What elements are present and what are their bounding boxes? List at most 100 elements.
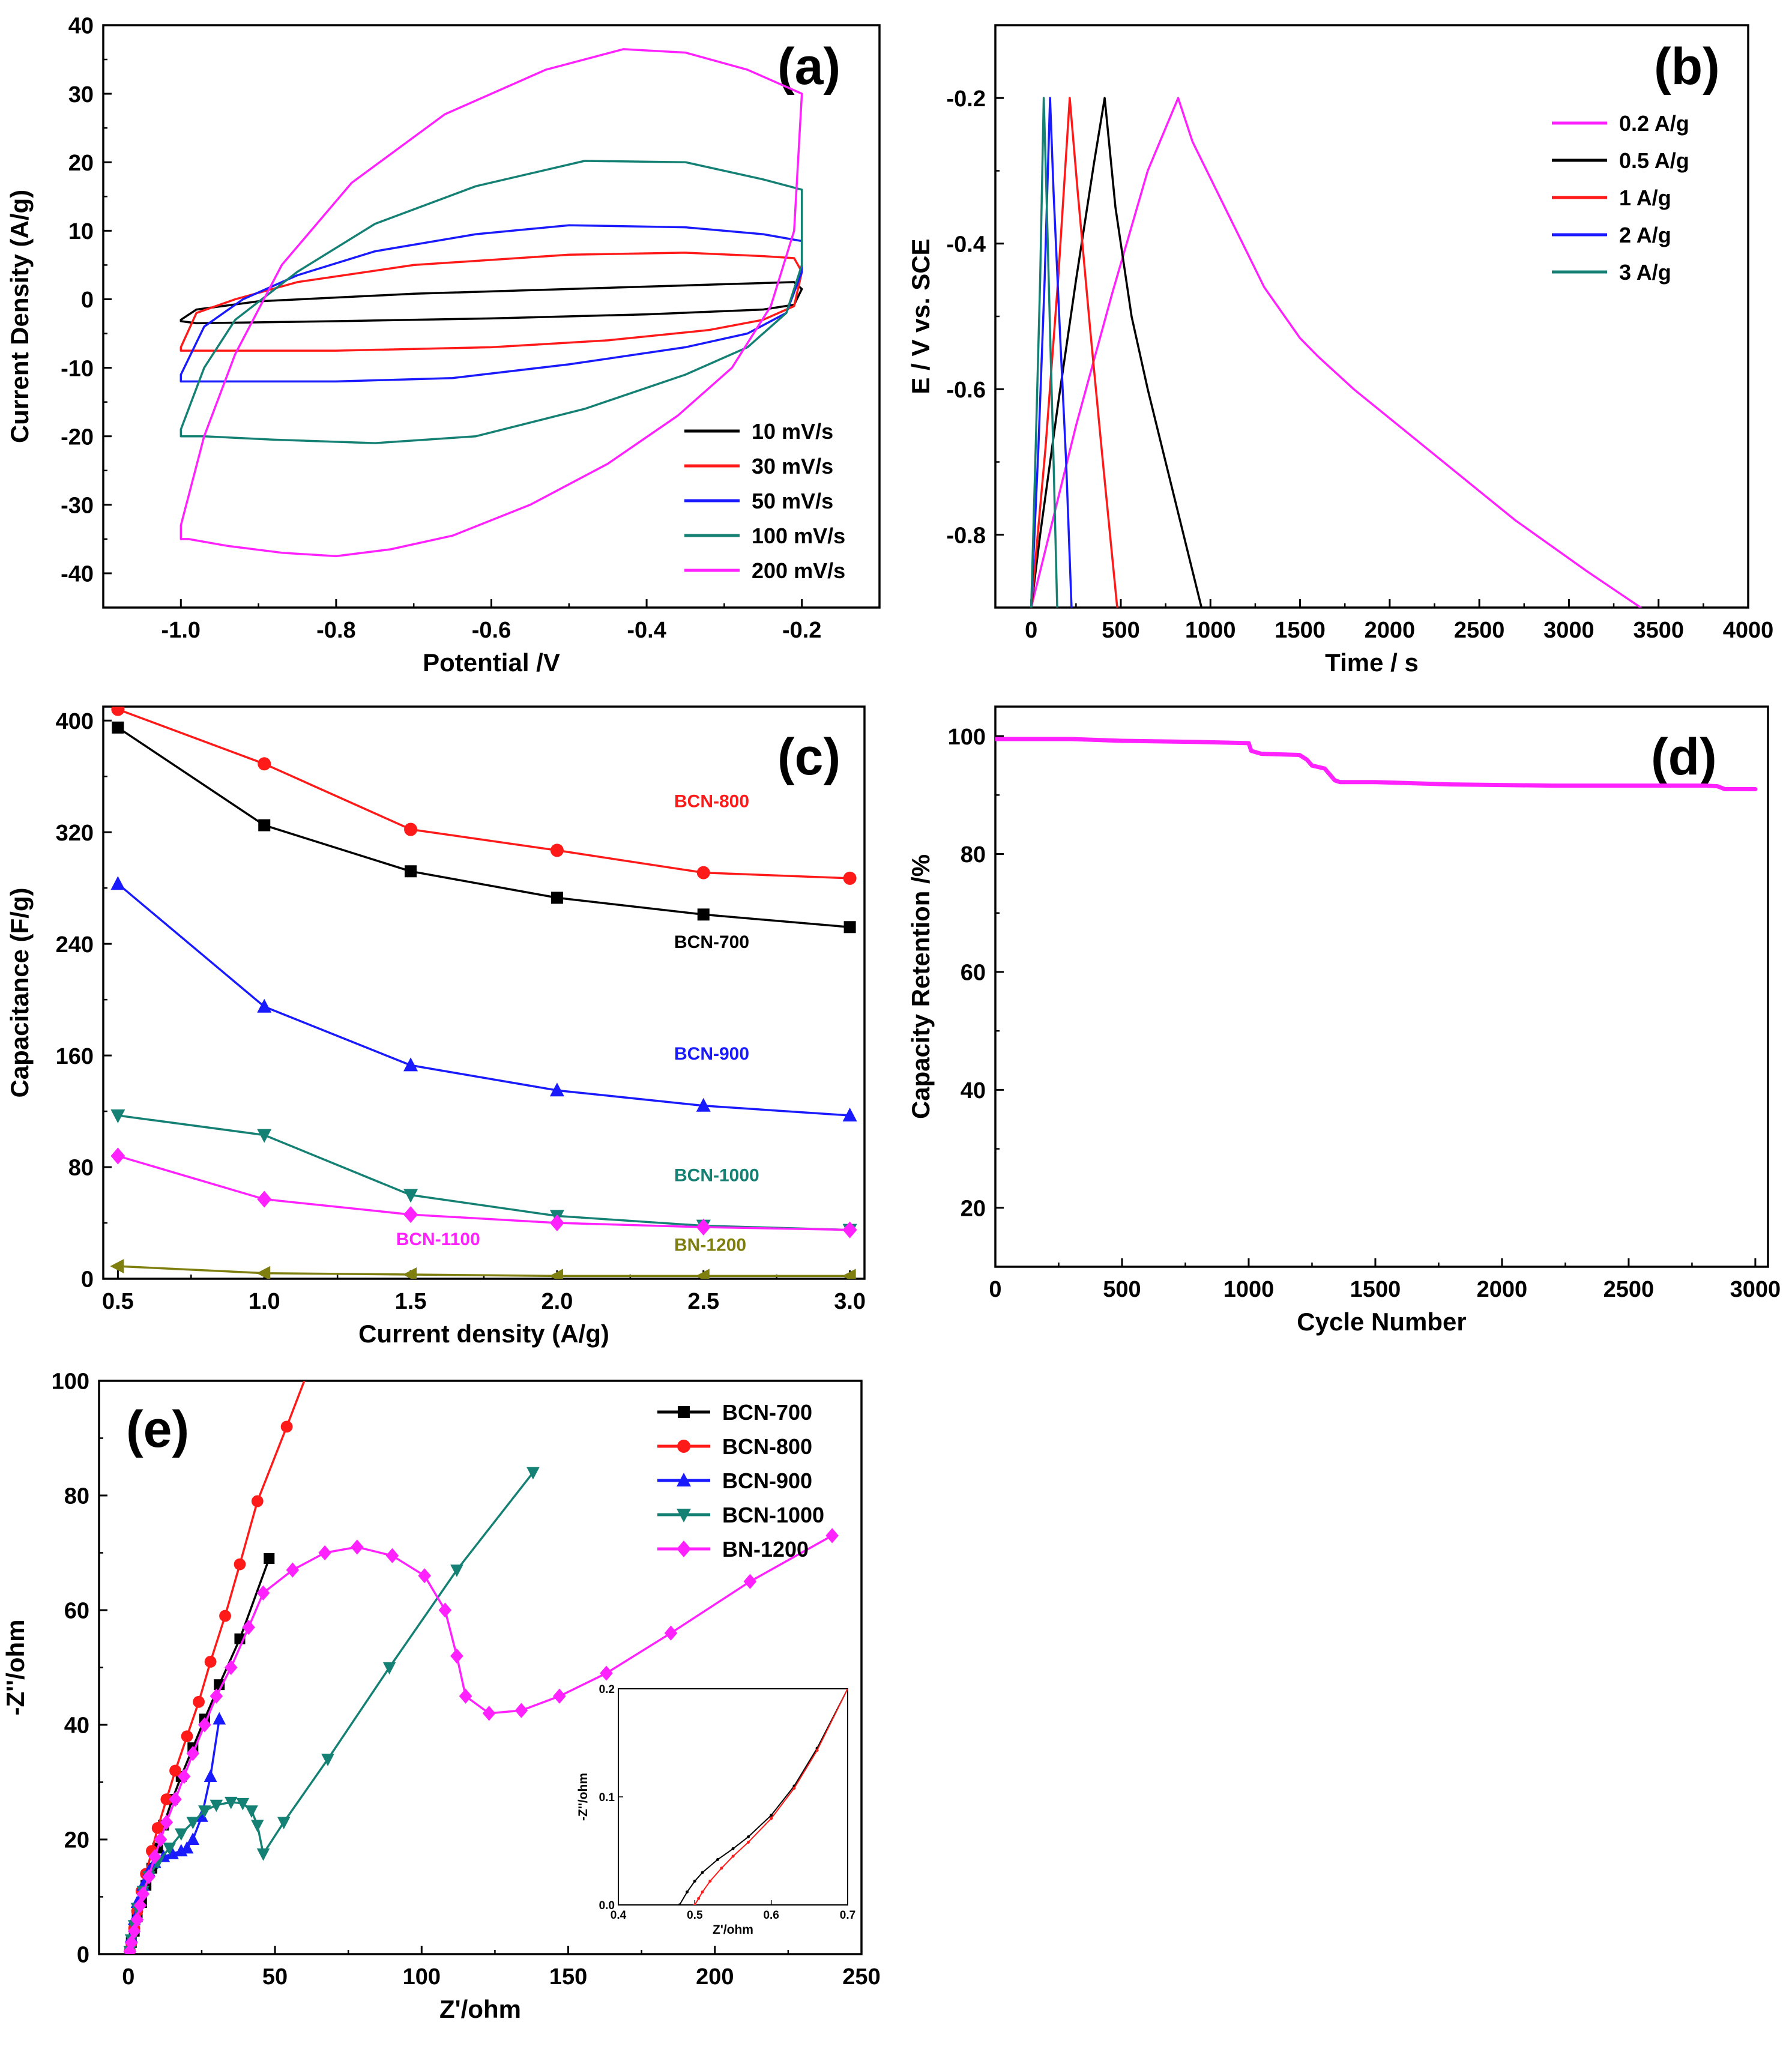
data-point xyxy=(792,1787,796,1790)
x-axis-label: Cycle Number xyxy=(1297,1308,1466,1336)
y-axis-label: Capacity Retention /% xyxy=(907,854,935,1119)
data-point xyxy=(438,1602,452,1618)
data-point xyxy=(195,1809,208,1822)
plot-frame xyxy=(994,705,1769,1268)
series-line xyxy=(116,883,851,1117)
data-point xyxy=(696,1218,711,1236)
x-tick-label: 1000 xyxy=(1223,1277,1275,1302)
data-point xyxy=(321,1754,334,1766)
x-axis-label: Potential /V xyxy=(423,648,560,677)
data-point xyxy=(186,1832,200,1845)
data-point xyxy=(843,871,857,885)
y-tick-label: 40 xyxy=(68,14,94,39)
panel-label: (d) xyxy=(1651,728,1717,786)
series-label: BCN-800 xyxy=(674,791,749,811)
series-50 mV/s xyxy=(180,224,803,383)
x-tick-label: 0 xyxy=(122,1964,134,1990)
x-tick-label: 0 xyxy=(989,1277,1001,1302)
x-tick-label: 1.5 xyxy=(395,1289,427,1314)
data-point xyxy=(697,908,710,921)
data-point xyxy=(213,1712,226,1725)
data-point xyxy=(746,1841,750,1844)
data-point xyxy=(843,921,856,934)
y-tick-label: 0 xyxy=(81,288,94,313)
data-point xyxy=(174,1828,188,1841)
series-line xyxy=(1030,97,1058,608)
x-tick-label: 1500 xyxy=(1275,618,1326,643)
legend-marker xyxy=(677,1440,690,1453)
data-point xyxy=(403,1189,418,1203)
data-point xyxy=(731,1854,735,1858)
data-point xyxy=(549,1269,563,1279)
y-tick-label: 80 xyxy=(961,842,986,868)
series-10 mV/s xyxy=(180,281,803,325)
data-point xyxy=(693,1903,696,1905)
legend-label: BCN-900 xyxy=(722,1468,812,1493)
y-tick-label: 0.1 xyxy=(599,1791,615,1804)
data-point xyxy=(405,865,417,878)
data-point xyxy=(770,1814,773,1817)
x-tick-label: 200 xyxy=(696,1964,734,1990)
legend-label: 30 mV/s xyxy=(752,454,833,478)
data-point xyxy=(686,1890,689,1894)
y-tick-label: -0.4 xyxy=(947,232,986,257)
data-point xyxy=(225,1659,238,1676)
x-tick-label: 500 xyxy=(1102,618,1139,643)
panel-a: -1.0 -0.8 -0.6 -0.4 -0.2 -40 -30 -20 -10 0 10 20 30 4… xyxy=(5,14,881,677)
x-tick-label: 50 xyxy=(262,1964,288,1990)
data-point xyxy=(404,822,418,836)
data-point xyxy=(258,819,271,831)
data-point xyxy=(351,1539,364,1555)
series-3 A/g xyxy=(1030,97,1058,608)
data-point xyxy=(697,1897,701,1900)
legend: 10 mV/s 30 mV/s 50 mV/s 100 mV/s 200 mV/s xyxy=(684,419,845,583)
data-point xyxy=(708,1879,712,1883)
x-tick-label: 4000 xyxy=(1723,618,1774,643)
data-point xyxy=(110,876,125,890)
data-point xyxy=(181,1730,193,1743)
plot-area xyxy=(1030,97,1642,608)
data-point xyxy=(770,1817,773,1820)
series-100 mV/s xyxy=(180,160,803,444)
x-tick-label: 250 xyxy=(842,1964,880,1990)
series-BCN-700 xyxy=(112,721,856,934)
x-tick-label: 3500 xyxy=(1633,618,1684,643)
panel-d: 0 500 1000 1500 2000 2500 3000 20 40 60 80 100 Cycle… xyxy=(907,705,1781,1336)
panel-c: 0.5 1.0 1.5 2.0 2.5 3.0 0 80 160 240 320 400 Current… xyxy=(5,705,866,1348)
series-BCN-800 xyxy=(693,1689,848,1905)
data-point xyxy=(846,1689,848,1691)
data-point xyxy=(256,1266,271,1279)
data-point xyxy=(403,1206,418,1224)
data-point xyxy=(110,1109,125,1124)
legend-marker xyxy=(678,1406,690,1418)
y-tick-label: 0.0 xyxy=(599,1900,615,1912)
x-axis-label: Time / s xyxy=(1325,648,1419,677)
x-tick-label: 0.5 xyxy=(102,1289,134,1314)
y-tick-label: -0.2 xyxy=(947,86,986,112)
data-point xyxy=(257,1190,272,1208)
data-point xyxy=(112,721,124,734)
y-tick-label: 80 xyxy=(64,1484,89,1509)
data-point xyxy=(678,1903,681,1905)
data-point xyxy=(842,1221,857,1239)
data-point xyxy=(169,1764,181,1777)
legend-label: 1 A/g xyxy=(1619,186,1671,210)
data-point xyxy=(701,1871,704,1874)
data-point xyxy=(148,1849,161,1865)
y-tick-label: -40 xyxy=(61,562,94,587)
series-BCN-900 xyxy=(110,876,857,1122)
data-point xyxy=(382,1662,396,1675)
data-point xyxy=(701,1890,704,1894)
data-point xyxy=(180,1841,194,1854)
x-axis-label: Z'/ohm xyxy=(439,1995,521,2023)
series-line xyxy=(1030,97,1073,608)
series-1 A/g xyxy=(1030,97,1118,608)
x-tick-label: 1.0 xyxy=(249,1289,280,1314)
plot-area xyxy=(678,1689,848,1905)
data-point xyxy=(142,1869,155,1885)
series-label: BN-1200 xyxy=(674,1236,746,1255)
data-point xyxy=(403,1267,417,1279)
y-tick-label: 20 xyxy=(68,151,94,176)
data-point xyxy=(124,1935,138,1951)
legend-label: 2 A/g xyxy=(1619,223,1671,247)
